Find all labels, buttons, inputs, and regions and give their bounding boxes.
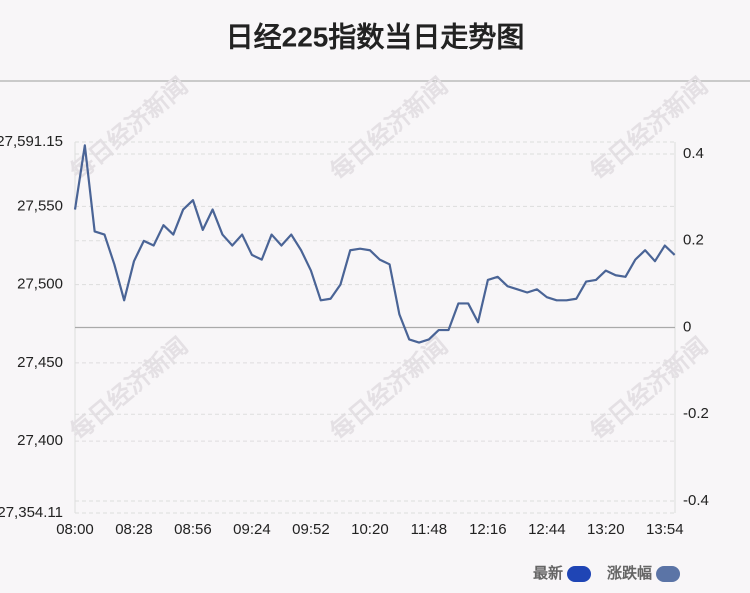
x-tick-label: 09:52 [292,521,330,538]
x-tick-label: 08:56 [174,521,212,538]
y2-tick-label: 0.4 [683,145,704,162]
x-tick-label: 12:16 [469,521,507,538]
x-tick-label: 13:20 [587,521,625,538]
watermark: 每日经济新闻 [324,331,453,446]
y2-tick-label: 0.2 [683,232,704,249]
watermark: 每日经济新闻 [64,71,193,186]
legend-swatch [656,566,681,582]
x-tick-label: 10:20 [351,521,389,538]
y-tick-label: 27,450 [17,354,63,371]
legend-swatch [567,566,592,582]
y-tick-label: 27,500 [17,276,63,293]
y2-tick-label: -0.2 [683,405,709,422]
legend-label: 最新 [533,564,563,582]
watermark: 每日经济新闻 [324,71,453,186]
y-tick-label: 27,400 [17,432,63,449]
x-tick-label: 11:48 [411,521,447,538]
legend-label: 涨跌幅 [607,564,652,582]
x-tick-label: 08:00 [56,521,94,538]
y-tick-label: 27,591.15 [0,133,63,150]
y-tick-label: 27,550 [17,197,63,214]
x-tick-label: 09:24 [233,521,271,538]
y2-tick-label: -0.4 [683,492,709,509]
x-tick-label: 13:54 [646,521,684,538]
watermark: 每日经济新闻 [584,331,713,446]
watermark: 每日经济新闻 [64,331,193,446]
watermark: 每日经济新闻 [584,71,713,186]
y2-tick-label: 0 [683,318,691,335]
chart-title: 日经225指数当日走势图 [226,20,525,52]
price-line [73,144,676,344]
x-tick-label: 08:28 [115,521,153,538]
y-tick-label: 27,354.11 [0,504,63,521]
x-tick-label: 12:44 [528,521,566,538]
